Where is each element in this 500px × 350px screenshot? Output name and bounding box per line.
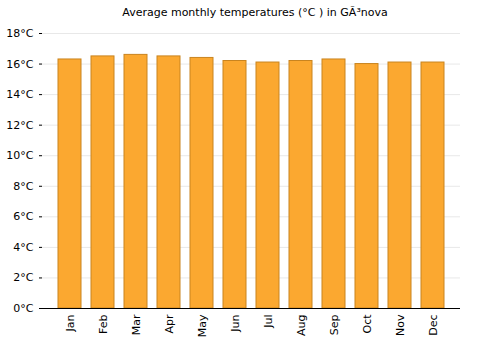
svg-text:Dec: Dec xyxy=(427,315,440,336)
svg-text:Mar: Mar xyxy=(130,314,143,335)
svg-text:Jan: Jan xyxy=(64,314,77,332)
svg-text:8°C: 8°C xyxy=(13,180,33,193)
svg-text:Aug: Aug xyxy=(295,315,308,336)
svg-text:Feb: Feb xyxy=(97,314,110,333)
svg-text:Apr: Apr xyxy=(163,314,176,334)
svg-text:Jun: Jun xyxy=(229,314,242,332)
svg-text:10°C: 10°C xyxy=(6,149,33,162)
svg-text:0°C: 0°C xyxy=(13,302,33,315)
svg-text:2°C: 2°C xyxy=(13,271,33,284)
html-text:Average monthly temperatures (: Average monthly temperatures (°C ) in GÃ… xyxy=(122,6,388,19)
svg-text:Oct: Oct xyxy=(361,314,374,334)
svg-text:4°C: 4°C xyxy=(13,241,33,254)
svg-text:6°C: 6°C xyxy=(13,210,33,223)
svg-text:Sep: Sep xyxy=(328,314,341,335)
svg-text:Nov: Nov xyxy=(394,314,407,336)
svg-text:16°C: 16°C xyxy=(6,58,33,71)
svg-text:May: May xyxy=(196,314,209,337)
svg-text:18°C: 18°C xyxy=(6,27,33,40)
svg-text:14°C: 14°C xyxy=(6,88,33,101)
svg-text:Jul: Jul xyxy=(262,315,275,329)
svg-text:12°C: 12°C xyxy=(6,119,33,132)
